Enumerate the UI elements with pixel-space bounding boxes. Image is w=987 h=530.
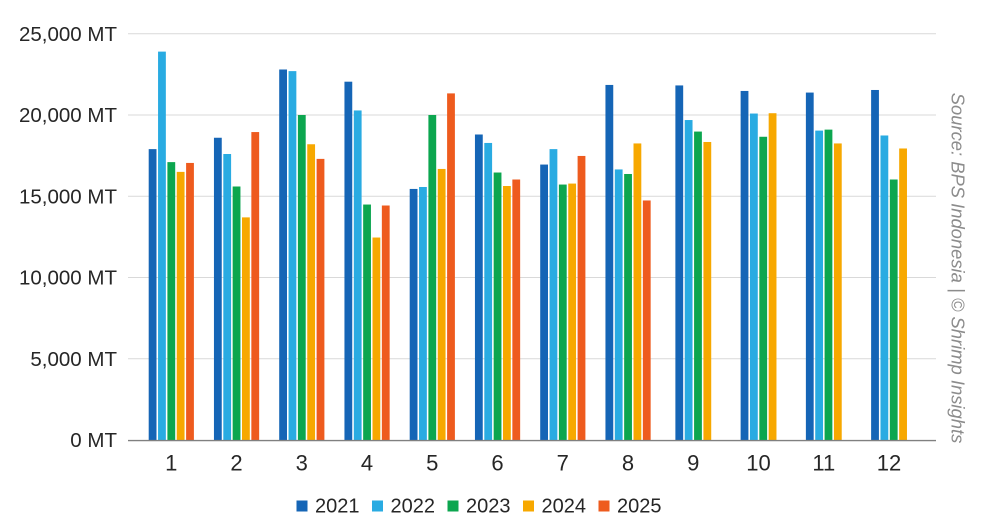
svg-text:7: 7 xyxy=(557,451,569,476)
svg-text:1: 1 xyxy=(165,451,177,476)
svg-text:12: 12 xyxy=(877,451,901,476)
svg-text:5: 5 xyxy=(426,451,438,476)
svg-text:0 MT: 0 MT xyxy=(70,429,117,452)
svg-text:20,000 MT: 20,000 MT xyxy=(19,104,117,127)
svg-text:6: 6 xyxy=(491,451,503,476)
svg-text:25,000 MT: 25,000 MT xyxy=(19,23,117,46)
svg-text:8: 8 xyxy=(622,451,634,476)
svg-text:4: 4 xyxy=(361,451,373,476)
svg-text:15,000 MT: 15,000 MT xyxy=(19,185,117,208)
svg-text:2025: 2025 xyxy=(617,496,662,518)
svg-text:2023: 2023 xyxy=(466,496,511,518)
svg-text:10,000 MT: 10,000 MT xyxy=(19,267,117,290)
svg-text:2: 2 xyxy=(230,451,242,476)
svg-text:10: 10 xyxy=(746,451,770,476)
svg-text:5,000 MT: 5,000 MT xyxy=(30,348,117,371)
svg-text:9: 9 xyxy=(687,451,699,476)
svg-text:2024: 2024 xyxy=(542,496,587,518)
svg-text:11: 11 xyxy=(812,451,835,476)
svg-text:Source: BPS Indonesia | © Shri: Source: BPS Indonesia | © Shrimp Insight… xyxy=(948,93,969,444)
svg-text:2022: 2022 xyxy=(391,496,436,518)
svg-text:3: 3 xyxy=(296,451,308,476)
svg-text:2021: 2021 xyxy=(315,496,360,518)
